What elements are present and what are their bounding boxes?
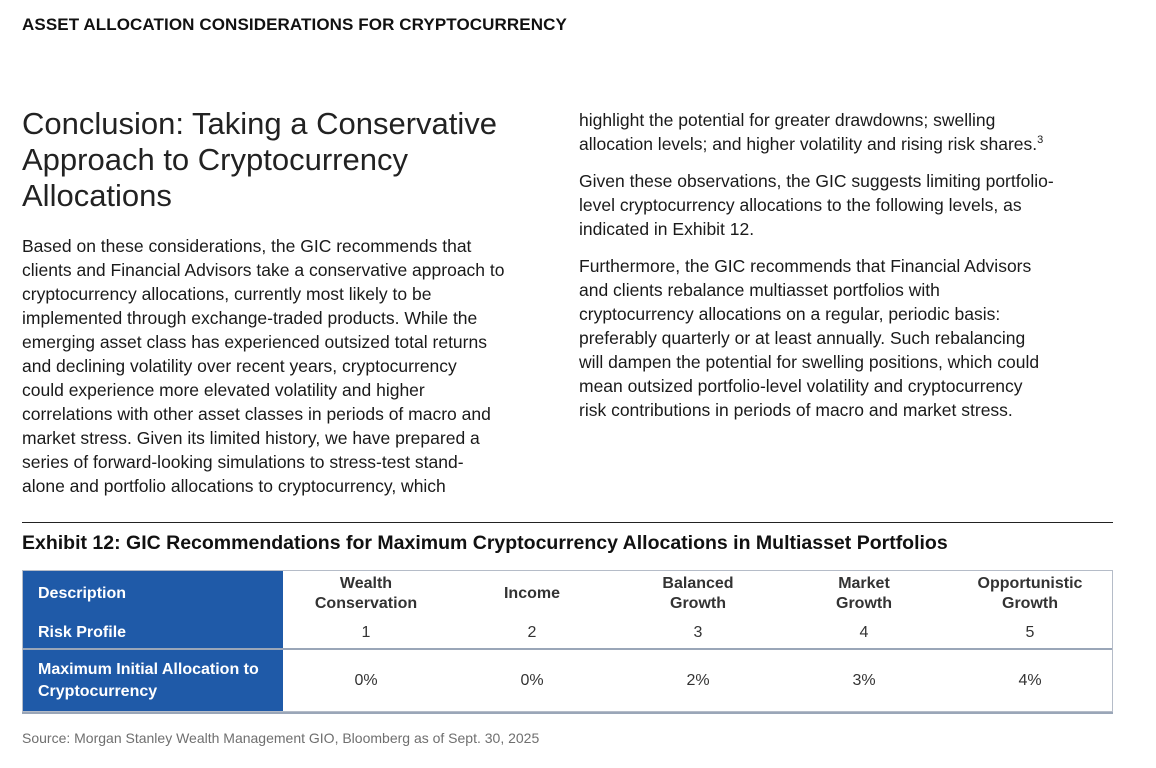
text-line: level cryptocurrency allocations to the …: [579, 195, 1022, 215]
left-body-paragraph: Based on these considerations, the GIC r…: [22, 234, 562, 498]
text-line: alone and portfolio allocations to crypt…: [22, 476, 446, 496]
right-column: highlight the potential for greater draw…: [579, 108, 1124, 435]
risk-profile-value: 1: [283, 618, 449, 650]
risk-profile-value: 3: [615, 618, 781, 650]
header-line: Balanced: [662, 575, 734, 592]
text-line: will dampen the potential for swelling p…: [579, 352, 1040, 372]
text-line: cryptocurrency allocations, currently mo…: [22, 284, 432, 304]
risk-profile-value: 5: [947, 618, 1113, 650]
text-line: cryptocurrency allocations on a regular,…: [579, 304, 1001, 324]
text-line: could experience more elevated volatilit…: [22, 380, 425, 400]
text-line: indicated in Exhibit 12.: [579, 219, 755, 239]
column-header-market-growth: Market Growth: [781, 570, 947, 618]
allocation-value: 3%: [781, 649, 947, 714]
left-column: Conclusion: Taking a Conservative Approa…: [22, 106, 562, 498]
allocation-value: 0%: [283, 649, 449, 714]
label-line: Maximum Initial Allocation to: [38, 661, 259, 678]
column-header-opportunistic-growth: Opportunistic Growth: [947, 570, 1113, 618]
right-paragraph-3: Furthermore, the GIC recommends that Fin…: [579, 254, 1124, 422]
text-line: Based on these considerations, the GIC r…: [22, 236, 472, 256]
exhibit-title: Exhibit 12: GIC Recommendations for Maxi…: [22, 532, 948, 554]
column-header-income: Income: [449, 570, 615, 618]
header-line: Opportunistic: [977, 575, 1083, 592]
footnote-marker[interactable]: 3: [1037, 134, 1044, 147]
header-line: Market: [838, 575, 890, 592]
column-header-wealth-conservation: Wealth Conservation: [283, 570, 449, 618]
text-line: and clients rebalance multiasset portfol…: [579, 280, 940, 300]
header-line: Wealth: [339, 575, 393, 592]
text-line: correlations with other asset classes in…: [22, 404, 491, 424]
section-divider: [22, 522, 1113, 523]
header-line: Income: [503, 585, 560, 602]
risk-profile-value: 4: [781, 618, 947, 650]
section-heading-line: Conclusion: Taking a Conservative: [22, 106, 498, 141]
section-heading: Conclusion: Taking a Conservative Approa…: [22, 106, 562, 214]
text-line: series of forward-looking simulations to…: [22, 452, 464, 472]
allocation-value: 0%: [449, 649, 615, 714]
table-row-max-allocation: Maximum Initial Allocation to Cryptocurr…: [22, 649, 1113, 714]
section-heading-line: Approach to Cryptocurrency: [22, 142, 408, 177]
text-line: highlight the potential for greater draw…: [579, 110, 996, 130]
header-line: Conservation: [314, 595, 418, 612]
allocation-value: 2%: [615, 649, 781, 714]
section-heading-line: Allocations: [22, 178, 172, 213]
risk-profile-label-cell: Risk Profile: [22, 618, 283, 650]
risk-profile-value: 2: [449, 618, 615, 650]
column-header-balanced-growth: Balanced Growth: [615, 570, 781, 618]
text-line: clients and Financial Advisors take a co…: [22, 260, 505, 280]
allocation-table: Description Wealth Conservation Income B…: [22, 570, 1113, 714]
text-line: and declining volatility over recent yea…: [22, 356, 457, 376]
header-line: Growth: [670, 595, 726, 612]
text-line: Furthermore, the GIC recommends that Fin…: [579, 256, 1032, 276]
page-header-title: ASSET ALLOCATION CONSIDERATIONS FOR CRYP…: [22, 15, 567, 34]
text-line: emerging asset class has experienced out…: [22, 332, 487, 352]
text-line: preferably quarterly or at least annuall…: [579, 328, 1026, 348]
text-line: implemented through exchange-traded prod…: [22, 308, 478, 328]
header-line: Growth: [836, 595, 892, 612]
max-allocation-label-cell: Maximum Initial Allocation to Cryptocurr…: [22, 649, 283, 714]
text-line: allocation levels; and higher volatility…: [579, 134, 1038, 154]
right-paragraph-2: Given these observations, the GIC sugges…: [579, 169, 1124, 241]
text-line: Given these observations, the GIC sugges…: [579, 171, 1054, 191]
allocation-value: 4%: [947, 649, 1113, 714]
text-line: mean outsized portfolio-level volatility…: [579, 376, 1023, 396]
label-line: Cryptocurrency: [38, 683, 158, 700]
table-row-risk-profile: Risk Profile 1 2 3 4 5: [22, 618, 1113, 650]
source-note: Source: Morgan Stanley Wealth Management…: [22, 730, 540, 746]
table-header-row: Description Wealth Conservation Income B…: [22, 570, 1113, 618]
header-line: Growth: [1002, 595, 1058, 612]
text-line: risk contributions in periods of macro a…: [579, 400, 1013, 420]
description-label-cell: Description: [22, 570, 283, 618]
text-line: market stress. Given its limited history…: [22, 428, 480, 448]
right-paragraph-1: highlight the potential for greater draw…: [579, 108, 1124, 156]
